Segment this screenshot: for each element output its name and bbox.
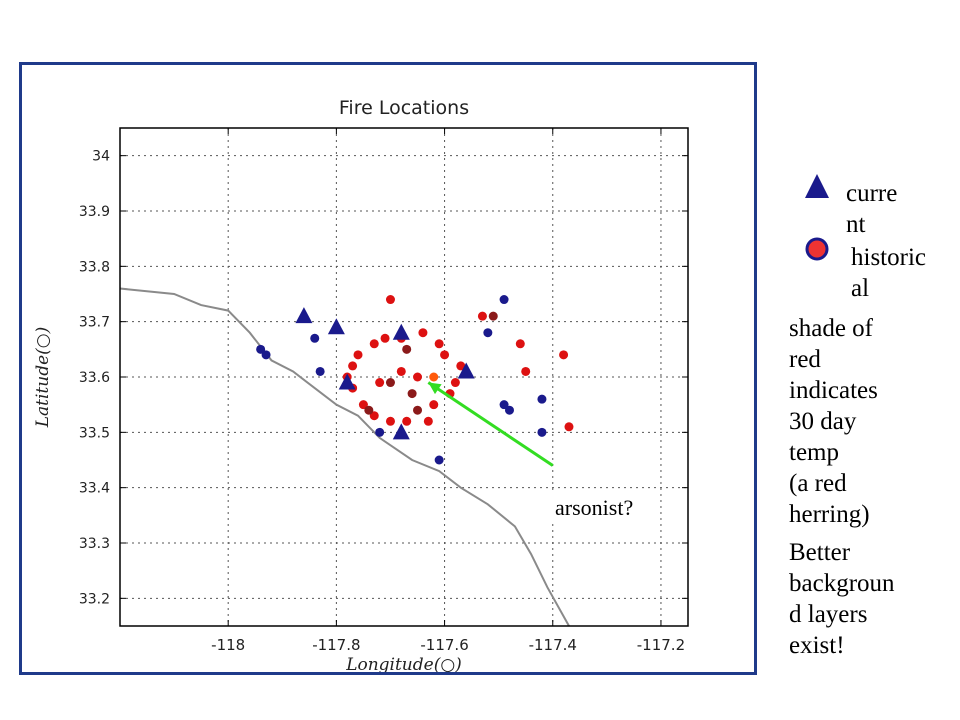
historical-point (256, 344, 266, 354)
historical-point (402, 416, 412, 426)
historical-point (515, 339, 525, 349)
historical-point (440, 350, 450, 360)
historical-point (315, 366, 325, 376)
historical-point (353, 350, 363, 360)
historical-point (521, 366, 531, 376)
y-tick-label: 33.4 (79, 481, 110, 497)
historical-point (477, 311, 487, 321)
historical-point (499, 400, 509, 410)
historical-point (413, 372, 423, 382)
x-tick-label: -117.6 (420, 636, 468, 654)
x-tick-label: -118 (211, 636, 245, 654)
historical-point (423, 416, 433, 426)
historical-point (380, 333, 390, 343)
chart-frame: Fire Locations -118 -117.8 -117.6 -117.4 -117… (19, 62, 757, 675)
historical-point (434, 455, 444, 465)
historical-point (559, 350, 569, 360)
historical-point (358, 400, 368, 410)
historical-point (375, 427, 385, 437)
arsonist-label: arsonist? (547, 493, 642, 523)
historical-point (537, 394, 547, 404)
legend-circle-icon (805, 237, 829, 261)
historical-point (429, 372, 439, 382)
historical-point (499, 295, 509, 305)
legend-current-label: curre nt (846, 180, 898, 238)
historical-point (429, 400, 439, 410)
note-shade-of-red: shade of red indicates 30 day temp (a re… (789, 315, 878, 528)
y-tick-label: 33.5 (79, 425, 110, 441)
historical-point (385, 416, 395, 426)
historical-point (418, 328, 428, 338)
historical-point (537, 427, 547, 437)
historical-point (402, 344, 412, 354)
historical-point (407, 389, 417, 399)
y-tick-label: 33.9 (79, 204, 110, 220)
historical-point (456, 361, 466, 371)
historical-point (396, 366, 406, 376)
note-better-background: Better backgroun d layers exist! (789, 539, 895, 659)
historical-point (434, 339, 444, 349)
scatter-plot: Fire Locations -118 -117.8 -117.6 -117.4 -117… (33, 97, 689, 672)
arrow-head (428, 382, 442, 395)
historical-point (488, 311, 498, 321)
y-tick-label: 33.8 (79, 259, 110, 275)
historical-point (364, 405, 374, 415)
historical-point (385, 295, 395, 305)
x-tick-label: -117.4 (529, 636, 577, 654)
historical-point (413, 405, 423, 415)
legend-historical-label: historic al (851, 244, 926, 302)
y-tick-label: 33.3 (79, 536, 110, 552)
y-tick-label: 33.2 (79, 591, 110, 607)
historical-point (375, 378, 385, 388)
x-tick-label: -117.8 (312, 636, 360, 654)
legend-triangle-icon (805, 174, 829, 198)
current-point (295, 307, 313, 324)
historical-point (504, 405, 514, 415)
historical-point (310, 333, 320, 343)
historical-point (564, 422, 574, 432)
x-tick-label: -117.2 (637, 636, 685, 654)
historical-point (483, 328, 493, 338)
x-axis-label: Longitude(○) (345, 655, 462, 672)
arrow-line (427, 381, 554, 467)
current-point (338, 373, 356, 390)
historical-point (348, 361, 358, 371)
current-point (392, 323, 410, 340)
coastline-line (119, 287, 570, 627)
chart-title: Fire Locations (339, 97, 469, 119)
historical-point (369, 411, 379, 421)
y-tick-label: 34 (92, 149, 110, 165)
current-point (327, 318, 345, 335)
y-axis-label: Latitude(○) (33, 327, 53, 429)
y-tick-label: 33.6 (79, 370, 110, 386)
historical-point (369, 339, 379, 349)
current-point (392, 423, 410, 440)
y-tick-label: 33.7 (79, 315, 110, 331)
historical-point (385, 378, 395, 388)
historical-point (450, 378, 460, 388)
current-point (457, 362, 475, 379)
historical-point (261, 350, 271, 360)
